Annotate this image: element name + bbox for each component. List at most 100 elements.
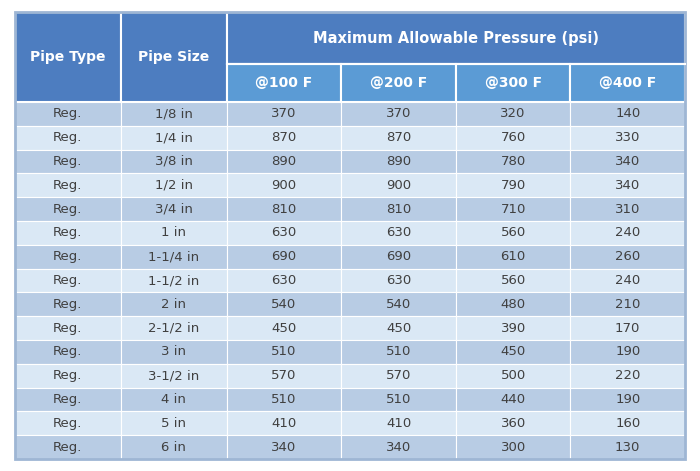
Bar [227, 268, 342, 292]
Bar [15, 126, 121, 150]
Bar [227, 173, 342, 197]
Bar [456, 268, 570, 292]
Bar [227, 150, 342, 173]
Text: 340: 340 [272, 440, 297, 454]
Text: Reg.: Reg. [53, 298, 83, 311]
Bar [456, 197, 570, 221]
Bar [15, 221, 121, 245]
Bar [121, 292, 227, 316]
Text: 900: 900 [386, 179, 411, 192]
Bar [15, 102, 121, 126]
Text: Reg.: Reg. [53, 369, 83, 382]
Bar [456, 364, 570, 388]
Text: Pipe Type: Pipe Type [30, 50, 106, 64]
Text: 630: 630 [386, 227, 411, 239]
Text: 870: 870 [386, 131, 411, 144]
Bar [342, 150, 456, 173]
Text: 340: 340 [615, 155, 640, 168]
Bar [456, 388, 570, 411]
Bar [15, 316, 121, 340]
Bar [570, 268, 685, 292]
Bar [570, 411, 685, 435]
Bar [342, 173, 456, 197]
Text: Reg.: Reg. [53, 131, 83, 144]
Text: 1-1/4 in: 1-1/4 in [148, 250, 200, 263]
Bar [570, 316, 685, 340]
Text: 690: 690 [386, 250, 411, 263]
Text: 450: 450 [500, 345, 526, 358]
Text: 870: 870 [272, 131, 297, 144]
Bar [570, 340, 685, 364]
Text: 1/2 in: 1/2 in [155, 179, 192, 192]
Text: 3/4 in: 3/4 in [155, 203, 192, 216]
Text: Reg.: Reg. [53, 393, 83, 406]
Text: 2 in: 2 in [161, 298, 186, 311]
Bar [342, 292, 456, 316]
Text: 2-1/2 in: 2-1/2 in [148, 322, 200, 334]
Text: 370: 370 [272, 107, 297, 121]
Text: 140: 140 [615, 107, 640, 121]
Text: 710: 710 [500, 203, 526, 216]
Text: Reg.: Reg. [53, 274, 83, 287]
Text: Reg.: Reg. [53, 250, 83, 263]
Bar [342, 268, 456, 292]
Bar [342, 435, 456, 459]
Text: 340: 340 [615, 179, 640, 192]
Text: Reg.: Reg. [53, 322, 83, 334]
Text: Reg.: Reg. [53, 179, 83, 192]
Bar [121, 12, 227, 102]
Text: 560: 560 [500, 274, 526, 287]
Bar [227, 12, 685, 64]
Text: 310: 310 [615, 203, 640, 216]
Text: Reg.: Reg. [53, 417, 83, 430]
Bar [121, 197, 227, 221]
Text: 1 in: 1 in [161, 227, 186, 239]
Text: 130: 130 [615, 440, 640, 454]
Bar [570, 173, 685, 197]
Bar [227, 126, 342, 150]
Bar [227, 388, 342, 411]
Text: 330: 330 [615, 131, 640, 144]
Bar [227, 102, 342, 126]
Text: 210: 210 [615, 298, 640, 311]
Bar [121, 245, 227, 268]
Bar [456, 292, 570, 316]
Text: 320: 320 [500, 107, 526, 121]
Bar [15, 364, 121, 388]
Bar [227, 435, 342, 459]
Text: 810: 810 [272, 203, 297, 216]
Text: 410: 410 [386, 417, 411, 430]
Text: Pipe Size: Pipe Size [138, 50, 209, 64]
Bar [456, 435, 570, 459]
Text: 1/4 in: 1/4 in [155, 131, 192, 144]
Text: 690: 690 [272, 250, 297, 263]
Text: 1/8 in: 1/8 in [155, 107, 192, 121]
Text: 3 in: 3 in [161, 345, 186, 358]
Bar [342, 221, 456, 245]
Bar [456, 245, 570, 268]
Text: 190: 190 [615, 393, 640, 406]
Text: 540: 540 [272, 298, 297, 311]
Bar [227, 221, 342, 245]
Text: 760: 760 [500, 131, 526, 144]
Bar [227, 364, 342, 388]
Text: 810: 810 [386, 203, 411, 216]
Text: 6 in: 6 in [162, 440, 186, 454]
Bar [456, 150, 570, 173]
Bar [15, 12, 121, 102]
Text: 220: 220 [615, 369, 640, 382]
Bar [227, 245, 342, 268]
Bar [15, 388, 121, 411]
Bar [456, 411, 570, 435]
Bar [456, 102, 570, 126]
Text: @300 F: @300 F [484, 76, 542, 90]
Text: 900: 900 [272, 179, 297, 192]
Text: 5 in: 5 in [161, 417, 186, 430]
Text: @400 F: @400 F [599, 76, 657, 90]
Bar [15, 150, 121, 173]
Bar [15, 173, 121, 197]
Text: Reg.: Reg. [53, 203, 83, 216]
Text: 570: 570 [272, 369, 297, 382]
Bar [342, 126, 456, 150]
Bar [570, 64, 685, 102]
